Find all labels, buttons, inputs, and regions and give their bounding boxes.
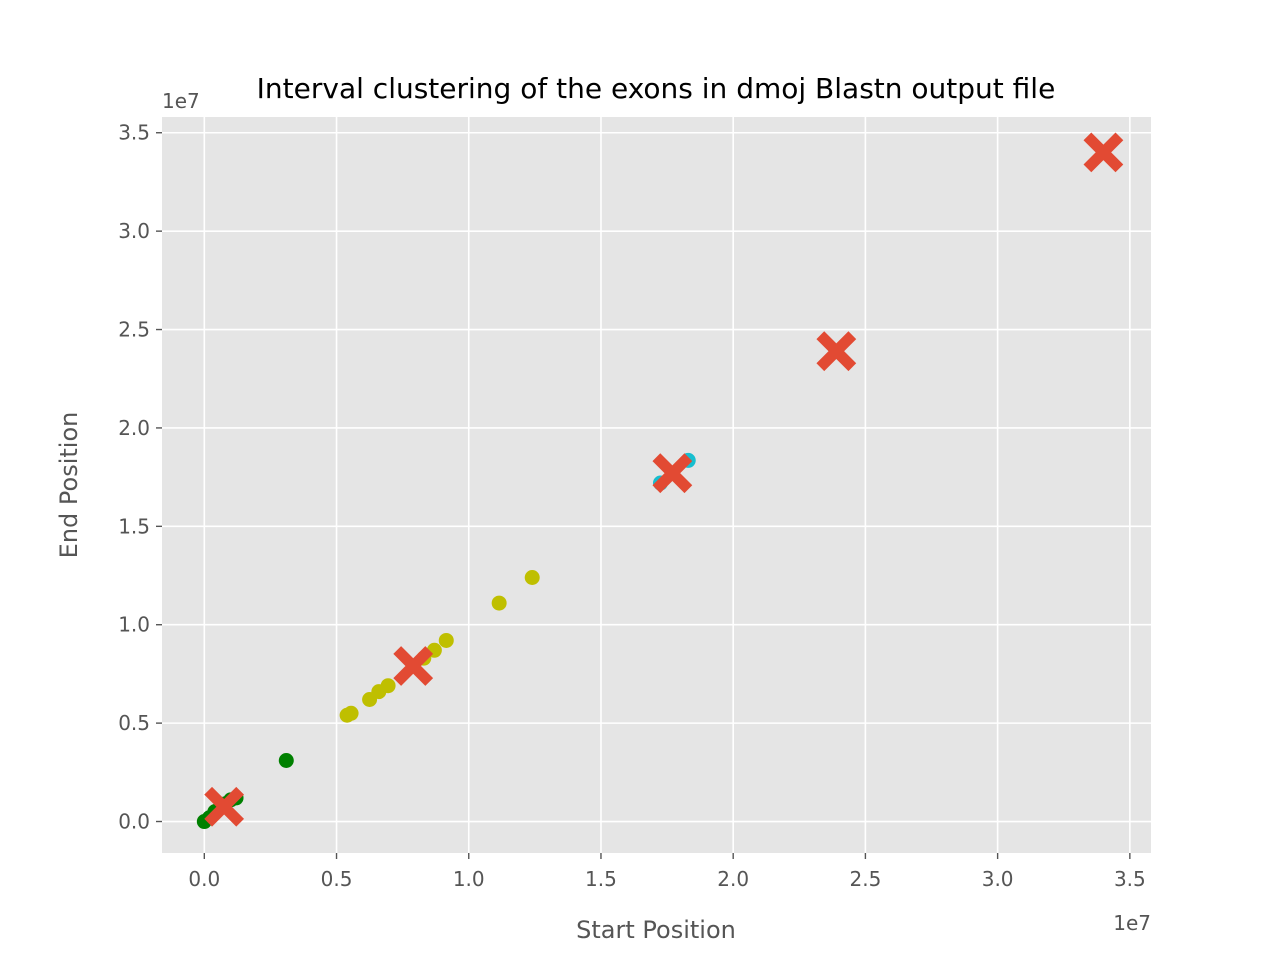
data-point (343, 705, 359, 721)
y-axis-offset-label: 1e7 (162, 89, 200, 113)
series-3 (204, 132, 1124, 827)
x-axis-label: Start Position (576, 916, 736, 944)
y-tick-label: 1.5 (118, 514, 150, 538)
centroid-marker (652, 453, 693, 494)
y-tick-label: 2.5 (118, 318, 150, 342)
data-point (491, 595, 507, 611)
data-point (380, 678, 396, 694)
x-tick-label: 3.0 (982, 867, 1014, 891)
y-tick-label: 2.0 (118, 416, 150, 440)
data-points (196, 132, 1124, 830)
data-point (524, 569, 540, 585)
y-tick-label: 0.0 (118, 810, 150, 834)
y-tick-label: 3.5 (118, 121, 150, 145)
data-point (438, 632, 454, 648)
axis-ticks: 0.0 0.0 0.5 0.5 1.0 1.0 1.5 1.5 2.0 2.0 2.5 2.5 3.0 3… (118, 121, 1146, 891)
x-tick-label: 2.0 (717, 867, 749, 891)
x-tick-label: 0.5 (321, 867, 353, 891)
centroid-marker (393, 646, 434, 686)
x-tick-label: 0.0 (188, 867, 220, 891)
x-tick-label: 3.5 (1114, 867, 1146, 891)
y-tick-label: 1.0 (118, 613, 150, 637)
x-axis-offset-label: 1e7 (1113, 911, 1151, 935)
x-tick-label: 1.0 (453, 867, 485, 891)
y-tick-label: 0.5 (118, 711, 150, 735)
chart-title: Interval clustering of the exons in dmoj… (257, 72, 1056, 105)
grid-lines (162, 117, 1151, 853)
data-point (278, 753, 294, 769)
centroid-marker (204, 786, 245, 827)
x-tick-label: 1.5 (585, 867, 617, 891)
y-tick-label: 3.0 (118, 219, 150, 243)
centroid-marker (816, 331, 857, 372)
y-axis-label: End Position (55, 412, 83, 559)
centroid-marker (1083, 132, 1124, 173)
x-tick-label: 2.5 (850, 867, 882, 891)
